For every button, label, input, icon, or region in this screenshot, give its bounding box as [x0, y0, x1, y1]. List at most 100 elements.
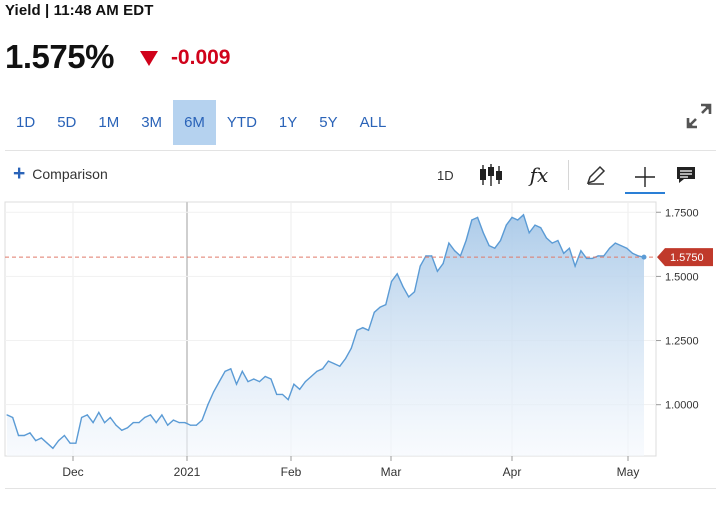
data-point [574, 265, 576, 267]
data-point [442, 262, 444, 265]
x-tick-label: Apr [503, 465, 522, 479]
data-point [408, 296, 410, 298]
data-point [494, 247, 496, 249]
data-point [132, 422, 134, 424]
last-price-dot [641, 254, 647, 260]
comment-icon[interactable] [673, 162, 699, 188]
range-ytd[interactable]: YTD [226, 114, 257, 131]
data-point [545, 237, 548, 239]
data-point [161, 414, 163, 416]
data-point [29, 432, 31, 434]
range-3m[interactable]: 3M [141, 114, 163, 131]
x-tick-label: Feb [281, 465, 302, 479]
data-point [299, 388, 301, 390]
comparison-button[interactable]: + Comparison [13, 162, 108, 185]
data-point [241, 370, 243, 372]
data-point [322, 368, 324, 370]
data-point [385, 304, 387, 306]
interval-button[interactable]: 1D [437, 167, 454, 183]
divider [5, 488, 716, 489]
data-point [230, 368, 232, 370]
function-icon[interactable]: fx [526, 162, 552, 188]
data-point [534, 224, 536, 226]
data-point [631, 252, 634, 254]
data-point [138, 422, 140, 424]
data-point [293, 383, 295, 385]
data-point [184, 422, 186, 424]
data-point [488, 245, 490, 247]
data-point [310, 375, 312, 378]
data-point [149, 414, 152, 416]
data-point [281, 393, 284, 396]
data-point [35, 440, 37, 442]
pencil-icon[interactable] [583, 162, 609, 188]
data-point [247, 380, 249, 383]
yield-change: -0.009 [170, 46, 231, 69]
range-all[interactable]: ALL [359, 114, 387, 131]
data-point [476, 216, 479, 218]
data-point [6, 414, 8, 416]
data-point [482, 232, 484, 234]
data-point [207, 404, 209, 406]
data-point [425, 255, 427, 257]
range-1m[interactable]: 1M [98, 114, 120, 131]
data-point [448, 242, 450, 244]
range-1y[interactable]: 1Y [278, 114, 298, 131]
data-point [224, 370, 226, 372]
x-tick-label: May [617, 465, 640, 479]
data-point [580, 250, 582, 252]
data-point [46, 442, 48, 444]
y-tick-label: 1.0000 [665, 400, 699, 412]
expand-icon[interactable] [684, 101, 714, 131]
yield-chart[interactable]: Dec 2021 Feb Mar Apr May 1.7500 1.5000 1.2500 1.0… [0, 198, 722, 488]
x-tick-label: 2021 [174, 465, 201, 479]
data-point [58, 440, 60, 442]
data-point [144, 416, 146, 419]
data-point [172, 419, 175, 421]
chart-canvas[interactable]: Dec 2021 Feb Mar Apr May 1.7500 1.5000 1.2500 1.0… [0, 198, 722, 488]
data-point [390, 280, 393, 283]
data-point [540, 227, 542, 229]
data-point [350, 347, 352, 349]
data-point [126, 427, 129, 429]
data-point [75, 442, 77, 444]
data-point [614, 242, 616, 244]
range-6m[interactable]: 6M [173, 100, 216, 145]
divider [5, 150, 716, 151]
candlestick-icon[interactable] [478, 162, 504, 188]
data-point [454, 250, 456, 252]
quote-title: Yield | 11:48 AM EDT [5, 2, 154, 19]
chart-toolbar: + Comparison 1D fx [5, 152, 716, 198]
data-point [327, 360, 329, 362]
data-point [419, 265, 421, 267]
data-point [264, 375, 266, 378]
data-point [121, 429, 123, 431]
data-point [608, 247, 611, 249]
y-tick-label: 1.5000 [665, 271, 699, 283]
data-point [63, 434, 65, 437]
range-5d[interactable]: 5D [57, 114, 77, 131]
data-point [517, 219, 519, 221]
plus-icon: + [13, 162, 26, 185]
range-5y[interactable]: 5Y [319, 114, 338, 131]
data-point [413, 291, 416, 293]
y-tick-label: 1.2500 [665, 336, 699, 348]
toolbar-separator [568, 160, 569, 190]
crosshair-icon[interactable] [625, 162, 665, 194]
data-point [362, 327, 364, 329]
range-selector: 1D 5D 1M 3M 6M YTD 1Y 5Y ALL [5, 100, 397, 145]
range-1d[interactable]: 1D [16, 114, 36, 131]
data-point [195, 424, 197, 426]
data-point [103, 422, 106, 424]
down-arrow-icon [139, 50, 158, 66]
data-point [471, 219, 473, 221]
data-point [316, 370, 318, 372]
data-point [557, 239, 559, 242]
data-point [276, 393, 278, 396]
data-point [522, 214, 525, 216]
data-point [235, 383, 238, 385]
data-point [379, 306, 381, 308]
data-point [258, 380, 261, 383]
data-point [396, 273, 398, 275]
data-point [586, 257, 588, 260]
